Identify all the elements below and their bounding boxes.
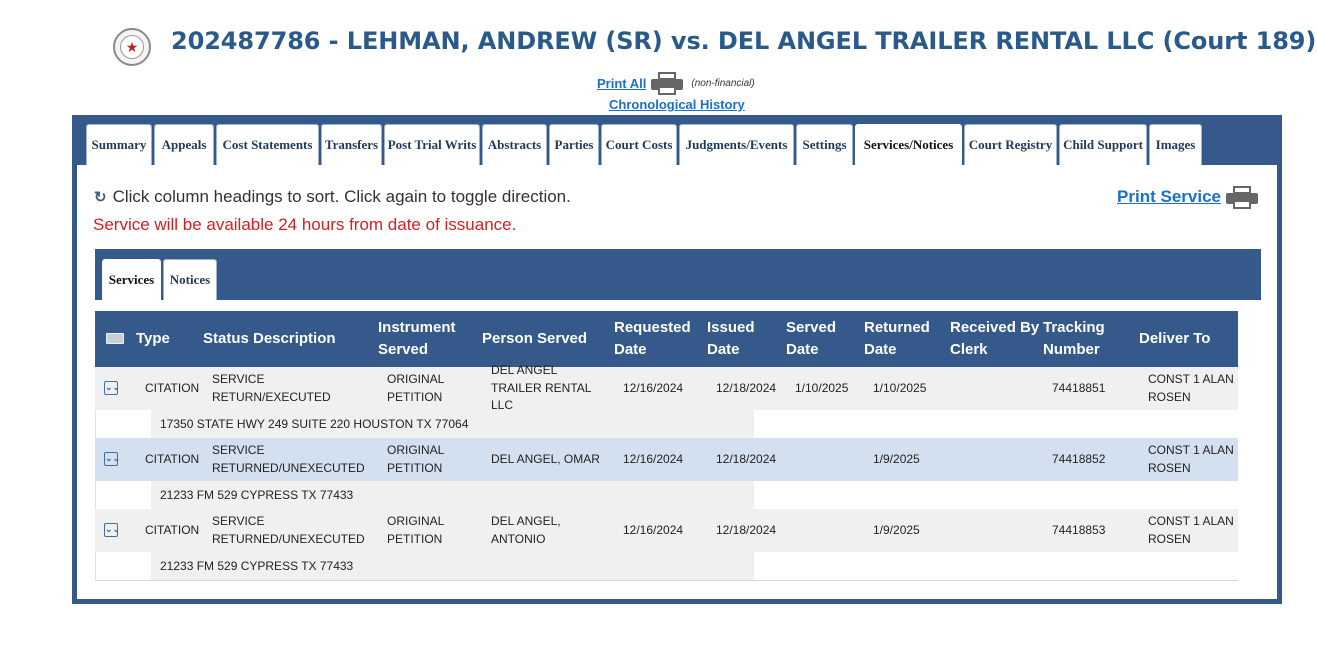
cell-issued: 12/18/2024 (716, 522, 777, 537)
tab-parties[interactable]: Parties (549, 124, 599, 165)
col-tracking-number[interactable]: Tracking Number (1043, 319, 1105, 358)
tab-court-registry[interactable]: Court Registry (964, 124, 1057, 165)
cell-instrument: ORIGINAL PETITION (387, 514, 444, 546)
expand-chevron-icon[interactable]: ⌄⌄ (104, 452, 120, 466)
availability-note: Service will be available 24 hours from … (93, 215, 517, 234)
subtab-services[interactable]: Services (102, 259, 161, 300)
col-person-served[interactable]: Person Served (482, 330, 588, 347)
tab-court-costs[interactable]: Court Costs (601, 124, 677, 165)
table-row[interactable]: ⌄⌄ CITATION SERVICE RETURN/EXECUTED ORIG… (95, 363, 1238, 413)
cell-tracking: 74418853 (1052, 522, 1106, 537)
case-detail-frame: Summary Appeals Cost Statements Transfer… (72, 115, 1282, 604)
print-service-link[interactable]: Print Service (1117, 187, 1221, 206)
cell-returned: 1/9/2025 (873, 451, 920, 466)
col-issued-date[interactable]: Issued Date (707, 319, 755, 358)
address-row: 21233 FM 529 CYPRESS TX 77433 (95, 481, 1238, 509)
services-content: ↻ Click column headings to sort. Click a… (77, 165, 1277, 599)
table-header: Type Status Description Instrument Serve… (95, 311, 1238, 367)
cell-address: 21233 FM 529 CYPRESS TX 77433 (151, 552, 754, 580)
cell-status: SERVICE RETURNED/UNEXECUTED (212, 443, 365, 475)
cell-tracking: 74418851 (1052, 380, 1106, 395)
cell-tracking: 74418852 (1052, 451, 1106, 466)
col-status-description[interactable]: Status Description (203, 330, 336, 347)
expand-chevron-icon[interactable]: ⌄⌄ (104, 381, 120, 395)
cell-served: 1/10/2025 (795, 380, 849, 395)
col-requested-date[interactable]: Requested Date (614, 319, 691, 358)
cell-received (959, 367, 1039, 410)
cell-requested: 12/16/2024 (623, 380, 684, 395)
cell-requested: 12/16/2024 (623, 522, 684, 537)
cell-address: 17350 STATE HWY 249 SUITE 220 HOUSTON TX… (151, 410, 754, 438)
cell-requested: 12/16/2024 (623, 451, 684, 466)
subtab-notices[interactable]: Notices (163, 259, 217, 300)
col-returned-date[interactable]: Returned Date (864, 319, 930, 358)
tab-judgments-events[interactable]: Judgments/Events (679, 124, 794, 165)
cell-deliver: CONST 1 ALAN ROSEN (1148, 372, 1234, 404)
tab-summary[interactable]: Summary (86, 124, 152, 165)
col-type[interactable]: Type (136, 330, 170, 347)
tab-abstracts[interactable]: Abstracts (482, 124, 547, 165)
cell-served (795, 509, 865, 552)
expand-chevron-icon[interactable]: ⌄⌄ (104, 523, 120, 537)
cell-returned: 1/9/2025 (873, 522, 920, 537)
tab-appeals[interactable]: Appeals (154, 124, 214, 165)
address-row: 17350 STATE HWY 249 SUITE 220 HOUSTON TX… (95, 410, 1238, 438)
tab-settings[interactable]: Settings (796, 124, 853, 165)
col-received-by-clerk[interactable]: Received By Clerk (950, 319, 1040, 358)
tab-post-trial-writs[interactable]: Post Trial Writs (384, 124, 480, 165)
cell-status: SERVICE RETURNED/UNEXECUTED (212, 514, 365, 546)
refresh-icon: ↻ (94, 189, 107, 206)
cell-issued: 12/18/2024 (716, 451, 777, 466)
print-service: Print Service (1117, 185, 1259, 209)
sub-tab-bar: Services Notices (95, 249, 1261, 300)
main-tab-bar: Summary Appeals Cost Statements Transfer… (77, 115, 1277, 165)
table-bottom-border (95, 580, 1238, 581)
tab-child-support[interactable]: Child Support (1059, 124, 1147, 165)
col-served-date[interactable]: Served Date (786, 319, 837, 358)
print-all-link[interactable]: Print All (597, 75, 647, 91)
tab-images[interactable]: Images (1149, 124, 1202, 165)
cell-instrument: ORIGINAL PETITION (387, 372, 444, 404)
cell-deliver: CONST 1 ALAN ROSEN (1148, 443, 1234, 475)
cell-status: SERVICE RETURN/EXECUTED (212, 372, 331, 404)
sort-hint-text: Click column headings to sort. Click aga… (112, 187, 571, 206)
printer-icon[interactable] (650, 71, 684, 95)
cell-received (959, 509, 1039, 552)
tab-services-notices[interactable]: Services/Notices (855, 124, 962, 165)
cell-person: DEL ANGEL, ANTONIO (491, 514, 561, 546)
cell-returned: 1/10/2025 (873, 380, 927, 395)
chronological-history-link[interactable]: Chronological History (609, 97, 745, 112)
sort-hint: ↻ Click column headings to sort. Click a… (94, 187, 571, 207)
cell-received (959, 438, 1039, 481)
case-title: 202487786 - LEHMAN, ANDREW (SR) vs. DEL … (171, 27, 1317, 55)
col-instrument-served[interactable]: Instrument Served (378, 319, 456, 358)
cell-instrument: ORIGINAL PETITION (387, 443, 444, 475)
printer-icon[interactable] (1225, 185, 1259, 209)
tab-transfers[interactable]: Transfers (321, 124, 382, 165)
address-row: 21233 FM 529 CYPRESS TX 77433 (95, 552, 1238, 580)
cell-deliver: CONST 1 ALAN ROSEN (1148, 514, 1234, 546)
county-seal-icon: ★ (113, 28, 151, 66)
mail-icon (106, 333, 124, 344)
print-all-row: Print All (non-financial) (597, 70, 755, 96)
cell-type: CITATION (145, 380, 200, 395)
print-all-note: (non-financial) (691, 77, 755, 89)
table-row[interactable]: ⌄⌄ CITATION SERVICE RETURNED/UNEXECUTED … (95, 509, 1238, 552)
table-row[interactable]: ⌄⌄ CITATION SERVICE RETURNED/UNEXECUTED … (95, 438, 1238, 481)
cell-person: DEL ANGEL TRAILER RENTAL LLC (491, 363, 592, 413)
cell-type: CITATION (145, 451, 200, 466)
cell-type: CITATION (145, 522, 200, 537)
cell-served (795, 438, 865, 481)
tab-cost-statements[interactable]: Cost Statements (216, 124, 319, 165)
services-table: Type Status Description Instrument Serve… (95, 311, 1238, 581)
cell-issued: 12/18/2024 (716, 380, 777, 395)
col-deliver-to[interactable]: Deliver To (1139, 330, 1211, 347)
cell-address: 21233 FM 529 CYPRESS TX 77433 (151, 481, 754, 509)
cell-person: DEL ANGEL, OMAR (491, 451, 600, 466)
